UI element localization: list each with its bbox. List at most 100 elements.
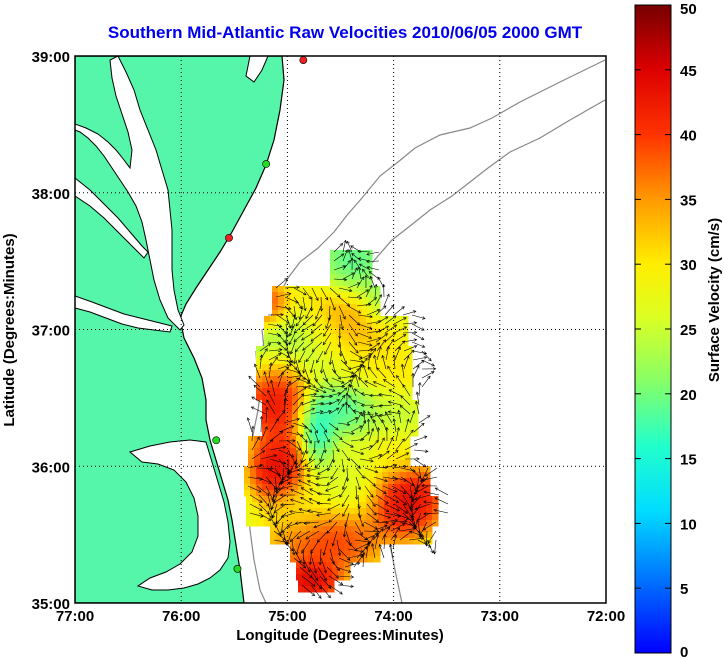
velocity-arrow-head	[253, 384, 258, 389]
velocity-cell	[256, 484, 263, 491]
velocity-arrow-head	[361, 475, 365, 479]
velocity-cell	[318, 538, 325, 545]
velocity-cell	[314, 448, 321, 455]
velocity-arrow-head	[347, 404, 352, 408]
velocity-arrow	[301, 575, 316, 587]
velocity-cell	[308, 460, 315, 467]
velocity-arrow-head	[347, 248, 352, 253]
velocity-cell	[338, 544, 345, 551]
velocity-arrow	[298, 350, 306, 363]
velocity-arrow	[313, 521, 329, 528]
velocity-cell	[384, 340, 391, 347]
velocity-arrow-head	[376, 426, 381, 431]
velocity-arrow	[350, 458, 361, 469]
velocity-cell	[356, 310, 363, 317]
velocity-arrow	[377, 437, 385, 451]
velocity-arrow-head	[340, 326, 344, 330]
velocity-arrow-head	[403, 502, 408, 506]
velocity-cell	[264, 334, 271, 341]
velocity-arrow-head	[350, 444, 354, 448]
velocity-arrow-head	[348, 542, 352, 547]
velocity-arrow	[374, 534, 379, 550]
velocity-arrow-head	[272, 494, 276, 498]
velocity-arrow	[391, 476, 407, 482]
velocity-arrow-head	[256, 436, 260, 440]
velocity-cell	[270, 526, 277, 533]
velocity-arrow-head	[310, 550, 314, 554]
velocity-cell	[340, 490, 347, 497]
velocity-arrow	[427, 530, 437, 544]
velocity-cell	[364, 346, 371, 353]
velocity-cell	[298, 388, 305, 395]
velocity-cell	[352, 484, 359, 491]
velocity-cell	[292, 478, 299, 485]
velocity-arrow	[313, 368, 318, 383]
velocity-arrow-head	[376, 342, 381, 346]
velocity-cell	[324, 532, 331, 539]
velocity-arrow-head	[384, 478, 388, 483]
velocity-cell	[352, 472, 359, 479]
velocity-arrow-head	[313, 570, 318, 574]
velocity-cell	[344, 562, 351, 569]
velocity-arrow-head	[294, 348, 299, 353]
velocity-arrow-head	[397, 409, 401, 414]
velocity-arrow	[357, 512, 364, 527]
velocity-cell	[350, 292, 357, 299]
velocity-cell	[376, 400, 383, 407]
velocity-cell	[322, 412, 329, 419]
velocity-cell	[304, 364, 311, 371]
velocity-cell	[322, 490, 329, 497]
velocity-cell	[330, 526, 337, 533]
velocity-cell	[314, 286, 321, 293]
velocity-cell	[396, 340, 403, 347]
velocity-arrow	[350, 449, 364, 455]
velocity-cell	[274, 346, 281, 353]
velocity-arrow	[277, 485, 294, 490]
velocity-cell	[294, 334, 301, 341]
velocity-cell	[268, 406, 275, 413]
velocity-arrow	[299, 508, 314, 514]
velocity-arrow-head	[344, 401, 348, 406]
velocity-arrow-head	[309, 457, 313, 462]
velocity-arrow	[368, 271, 380, 280]
velocity-arrow	[304, 377, 316, 388]
velocity-cell	[316, 484, 323, 491]
velocity-arrow-head	[370, 459, 374, 463]
radar-station-marker	[233, 564, 242, 573]
velocity-arrow	[421, 371, 435, 379]
velocity-arrow	[366, 266, 380, 271]
velocity-arrow-head	[396, 527, 400, 531]
velocity-cell	[248, 460, 255, 467]
velocity-cell	[304, 352, 311, 359]
velocity-cell	[300, 322, 307, 329]
velocity-cell	[360, 508, 367, 515]
velocity-cell	[376, 490, 383, 497]
velocity-cell	[280, 406, 287, 413]
velocity-cell	[394, 400, 401, 407]
velocity-arrow-head	[315, 577, 319, 582]
velocity-arrow	[283, 418, 300, 424]
velocity-arrow-head	[266, 511, 270, 515]
velocity-arrow	[426, 530, 428, 547]
velocity-cell	[382, 406, 389, 413]
velocity-arrow	[384, 315, 397, 325]
velocity-cell	[316, 400, 323, 407]
velocity-arrow-head	[339, 436, 343, 441]
velocity-cell	[316, 394, 323, 401]
velocity-cell	[376, 370, 383, 377]
velocity-arrow	[332, 449, 335, 463]
velocity-cell	[370, 490, 377, 497]
velocity-cell	[390, 340, 397, 347]
velocity-arrow-head	[274, 356, 278, 361]
velocity-arrow	[375, 494, 389, 504]
velocity-cell	[330, 250, 337, 257]
velocity-cell	[350, 286, 357, 293]
velocity-cell	[338, 298, 345, 305]
velocity-cell	[294, 538, 301, 545]
velocity-cell	[296, 448, 303, 455]
velocity-cell	[294, 496, 301, 503]
velocity-arrow-head	[259, 507, 263, 511]
velocity-cell	[302, 442, 309, 449]
colorbar-tick-label: 5	[680, 581, 688, 598]
velocity-cell	[262, 364, 269, 371]
